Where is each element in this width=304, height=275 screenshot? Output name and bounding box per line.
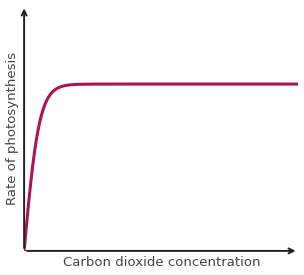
- Y-axis label: Rate of photosynthesis: Rate of photosynthesis: [5, 52, 19, 205]
- X-axis label: Carbon dioxide concentration: Carbon dioxide concentration: [63, 257, 260, 269]
